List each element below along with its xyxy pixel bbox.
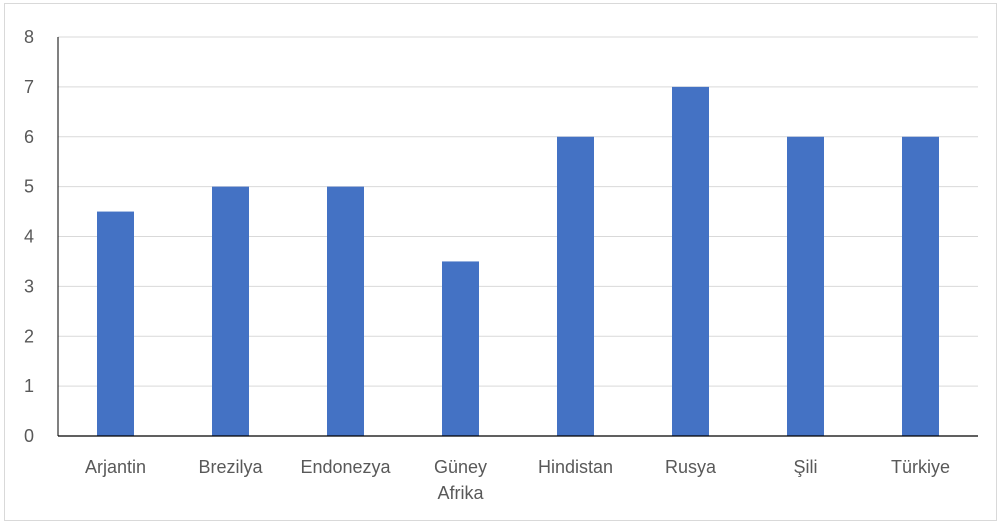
y-tick-label: 4	[24, 227, 34, 247]
y-tick-label: 5	[24, 177, 34, 197]
x-tick-label: Endonezya	[300, 457, 391, 477]
bar	[902, 136, 939, 436]
y-tick-label: 0	[24, 426, 34, 446]
y-tick-label: 6	[24, 127, 34, 147]
bar	[212, 186, 249, 436]
x-tick-label: Türkiye	[891, 457, 950, 477]
x-tick-label: Arjantin	[85, 457, 146, 477]
x-tick-label: Rusya	[665, 457, 717, 477]
y-tick-label: 1	[24, 376, 34, 396]
y-tick-label: 7	[24, 77, 34, 97]
x-tick-label: Güney Afrika	[434, 457, 487, 503]
bar	[787, 136, 824, 436]
bar	[97, 211, 134, 436]
bar	[672, 86, 709, 436]
x-tick-label: Şili	[793, 457, 817, 477]
bar	[557, 136, 594, 436]
bars	[97, 86, 939, 436]
y-axis-ticks: 0 1 2 3 4 5 6 7 8	[24, 27, 34, 446]
y-tick-label: 3	[24, 276, 34, 296]
y-tick-label: 8	[24, 27, 34, 47]
x-axis	[57, 37, 978, 437]
gridlines	[58, 36, 978, 387]
y-tick-label: 2	[24, 326, 34, 346]
chart-frame	[4, 3, 997, 521]
bar	[327, 186, 364, 436]
x-tick-label: Brezilya	[198, 457, 263, 477]
x-tick-label: Hindistan	[538, 457, 613, 477]
x-axis-ticks: Arjantin Brezilya Endonezya Güney Afrika Hind…	[85, 457, 950, 503]
bar	[442, 261, 479, 436]
